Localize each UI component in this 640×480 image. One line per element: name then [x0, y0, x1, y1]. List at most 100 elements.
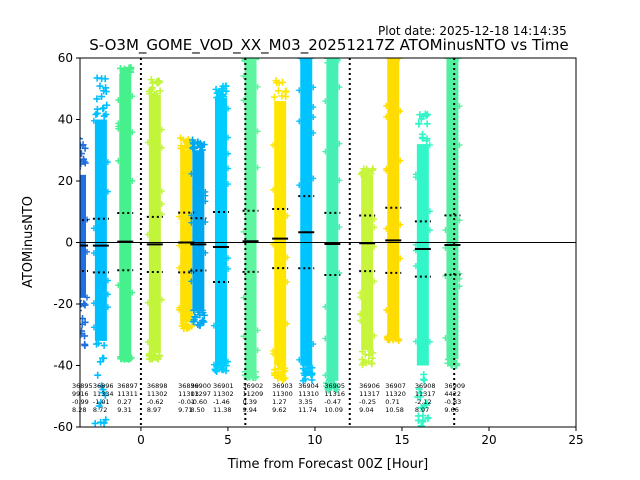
- scatter-point: [281, 367, 289, 375]
- scatter-point: [240, 228, 247, 235]
- scatter-point: [301, 58, 309, 62]
- scatter-point: [310, 341, 317, 348]
- scatter-point: [308, 370, 316, 378]
- scatter-point: [419, 112, 427, 120]
- scatter-point: [183, 324, 191, 332]
- scatter-point: [220, 93, 228, 101]
- scatter-point: [224, 105, 231, 112]
- scatter-point: [190, 140, 198, 148]
- scatter-point: [104, 277, 111, 284]
- scatter-point: [179, 320, 187, 328]
- scatter-point: [196, 142, 204, 150]
- group-stat-std: 11.38: [213, 406, 232, 414]
- group-stat-mean: -0.62: [147, 398, 164, 406]
- scatter-point: [252, 373, 260, 381]
- scatter-point: [80, 135, 83, 143]
- scatter-point: [240, 333, 247, 340]
- scatter-point: [189, 136, 197, 144]
- group-stat-n: 11297: [190, 390, 211, 398]
- scatter-point: [148, 84, 156, 92]
- scatter-band: [244, 61, 257, 372]
- scatter-point: [284, 278, 291, 285]
- scatter-point: [95, 402, 103, 410]
- scatter-point: [383, 102, 390, 109]
- scatter-point: [70, 285, 76, 291]
- scatter-point: [412, 174, 419, 181]
- scatter-point: [371, 278, 378, 285]
- scatter-point: [103, 101, 111, 109]
- scatter-point: [98, 93, 106, 101]
- scatter-point: [442, 334, 449, 341]
- scatter-point: [420, 370, 428, 378]
- scatter-point: [306, 58, 314, 62]
- scatter-point: [306, 363, 314, 371]
- scatter-point: [456, 142, 463, 149]
- scatter-point: [90, 324, 97, 331]
- scatter-point: [426, 338, 433, 345]
- scatter-band: [148, 94, 161, 354]
- scatter-point: [80, 309, 82, 312]
- group-stat-id: 36905: [324, 382, 345, 390]
- scatter-point: [277, 363, 285, 371]
- scatter-point: [327, 377, 335, 385]
- scatter-point: [310, 104, 317, 111]
- group-stat-mean: 3.35: [298, 398, 312, 406]
- scatter-point: [336, 177, 343, 184]
- scatter-point: [426, 208, 433, 215]
- scatter-point: [144, 299, 151, 306]
- scatter-point: [158, 201, 165, 208]
- scatter-point: [383, 167, 390, 174]
- scatter-point: [444, 58, 452, 62]
- group-stat-id: 36898: [147, 382, 168, 390]
- group-stat-std: 9.71: [178, 406, 192, 414]
- scatter-point: [98, 75, 106, 83]
- scatter-point: [453, 58, 461, 62]
- scatter-point: [322, 335, 329, 342]
- scatter-point: [146, 90, 154, 98]
- scatter-point: [94, 371, 102, 379]
- scatter-point: [362, 167, 370, 175]
- scatter-point: [179, 145, 187, 153]
- scatter-point: [240, 294, 247, 301]
- scatter-point: [336, 84, 343, 91]
- axis-ticks: 0 5 10 15 20 25 -60 -40 -20 0 20 40 60: [53, 51, 583, 447]
- scatter-point: [310, 129, 317, 136]
- y-tick-label: -40: [53, 359, 73, 373]
- scatter-point: [456, 217, 463, 224]
- scatter-point: [214, 88, 222, 96]
- scatter-point: [245, 373, 253, 381]
- group-stat-mean: -0.47: [324, 398, 341, 406]
- scatter-band: [326, 64, 339, 381]
- scatter-point: [70, 210, 76, 216]
- group-stat-mean: -1.01: [93, 398, 110, 406]
- scatter-point: [254, 327, 261, 334]
- scatter-point: [456, 275, 463, 282]
- scatter-point: [148, 353, 156, 361]
- scatter-point: [270, 369, 278, 377]
- group-stat-mean: -2.12: [415, 398, 432, 406]
- group-stat-std: 9.62: [272, 406, 286, 414]
- scatter-point: [299, 58, 307, 62]
- scatter-point: [129, 93, 136, 100]
- scatter-point: [176, 213, 183, 220]
- scatter-band: [274, 101, 287, 366]
- scatter-point: [213, 94, 221, 102]
- scatter-point: [254, 347, 261, 354]
- scatter-point: [284, 254, 291, 261]
- scatter-point: [70, 280, 76, 286]
- scatter-point: [176, 306, 183, 313]
- scatter-point: [123, 69, 131, 77]
- scatter-point: [224, 358, 231, 365]
- scatter-point: [200, 141, 208, 149]
- group-stat-n: 11302: [213, 390, 234, 398]
- scatter-point: [70, 204, 76, 210]
- scatter-point: [297, 58, 305, 62]
- scatter-point: [304, 58, 312, 62]
- scatter-point: [96, 82, 104, 90]
- scatter-band: [361, 174, 374, 351]
- scatter-point: [224, 165, 231, 172]
- scatter-point: [284, 212, 291, 219]
- y-tick-label: 60: [58, 51, 73, 65]
- scatter-point: [397, 157, 404, 164]
- y-tick-label: -60: [53, 420, 73, 434]
